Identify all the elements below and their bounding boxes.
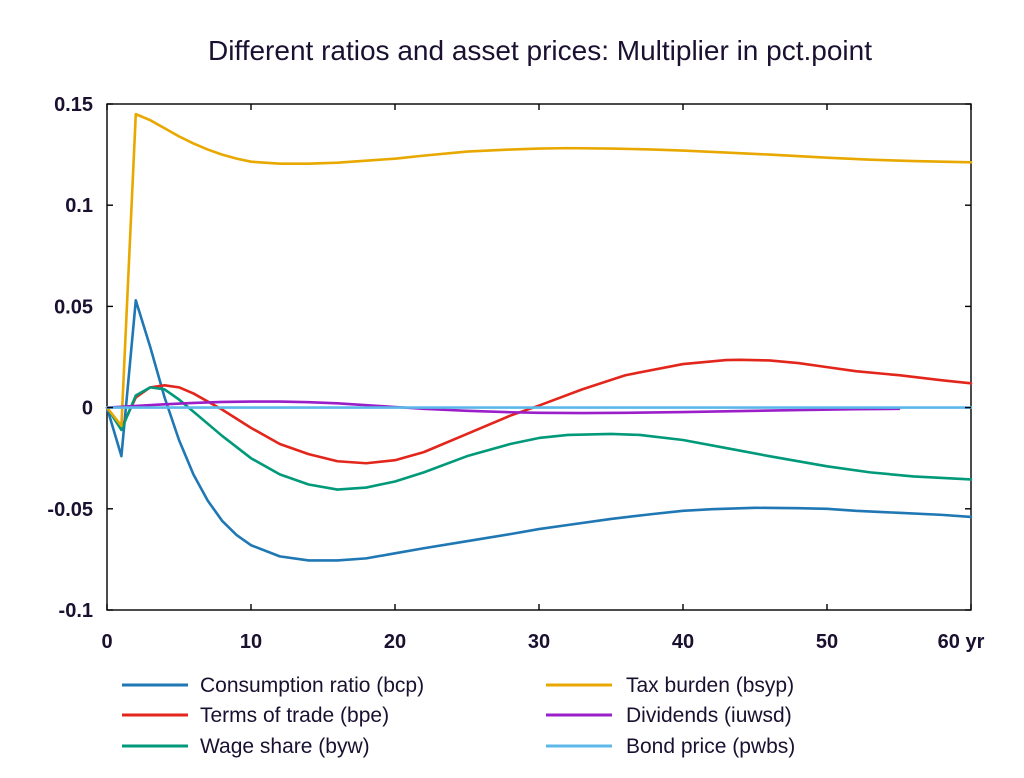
legend-label: Bond price (pwbs): [626, 735, 795, 758]
y-tick-label: 0: [82, 398, 93, 420]
y-tick-label: 0.15: [54, 94, 93, 116]
chart-title: Different ratios and asset prices: Multi…: [208, 35, 872, 66]
legend-label: Tax burden (bsyp): [626, 674, 794, 697]
series-line-consumption-ratio-bcp: [105, 299, 973, 562]
legend-label: Terms of trade (bpe): [200, 704, 389, 727]
x-tick-label: 40: [672, 631, 694, 653]
y-tick-label: 0.1: [65, 195, 93, 217]
y-tick-label: 0.05: [54, 296, 93, 318]
y-tick-label: -0.05: [47, 499, 93, 521]
legend-label: Dividends (iuwsd): [626, 704, 792, 727]
y-tick-label: -0.1: [59, 600, 93, 622]
x-tick-label: 50: [816, 631, 838, 653]
x-tick-label: 20: [384, 631, 406, 653]
series-line-terms-of-trade-bpe: [105, 358, 973, 465]
legend: Consumption ratio (bcp) Tax burden (bsyp)…: [122, 674, 795, 758]
x-tick-label: 30: [528, 631, 550, 653]
x-tick-label: 60 yr: [938, 631, 985, 653]
series-group: [105, 112, 973, 562]
legend-label: Wage share (byw): [200, 735, 370, 758]
series-line-tax-burden-bsyp: [105, 112, 973, 428]
legend-label: Consumption ratio (bcp): [200, 674, 424, 697]
ticks-group: -0.1 -0.05 0 0.05 0.1 0.15 0 10 20 30 40 50 60 yr: [47, 94, 984, 653]
series-line-wage-share-byw: [105, 386, 973, 491]
x-tick-label: 0: [101, 631, 112, 653]
x-tick-label: 10: [240, 631, 262, 653]
